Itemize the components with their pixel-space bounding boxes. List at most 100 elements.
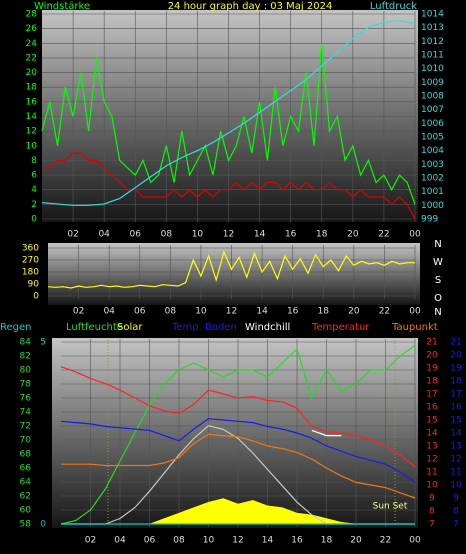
y-tick-label: 68 bbox=[20, 450, 32, 460]
y2-tick-label: 8 bbox=[453, 507, 459, 517]
y2-tick-label: 1008 bbox=[421, 92, 444, 102]
compass-label: W bbox=[433, 257, 443, 268]
y-tick-label: 64 bbox=[20, 478, 32, 488]
y-tick-label: 24 bbox=[26, 39, 38, 49]
x-tick-label: 22 bbox=[378, 230, 389, 240]
x-tick-label: 00 bbox=[409, 230, 421, 240]
x-tick-label: 22 bbox=[380, 536, 391, 546]
x-tick-label: 16 bbox=[287, 307, 299, 317]
y-tick-label: 78 bbox=[20, 380, 32, 390]
y-tick-label: 58 bbox=[20, 520, 32, 530]
y2-tick-label: 13 bbox=[426, 442, 437, 452]
series-line bbox=[47, 250, 415, 289]
x-tick-label: 06 bbox=[144, 536, 156, 546]
y2-tick-label: 17 bbox=[450, 390, 461, 400]
y2-tick-label: 14 bbox=[426, 429, 438, 439]
y-tick-label: 72 bbox=[20, 422, 31, 432]
y2-tick-label: 1004 bbox=[421, 146, 444, 156]
y2-tick-label: 1000 bbox=[421, 201, 444, 211]
x-tick-label: 08 bbox=[173, 536, 185, 546]
y2-tick-label: 8 bbox=[429, 507, 435, 517]
x-tick-label: 16 bbox=[285, 230, 297, 240]
x-tick-label: 20 bbox=[348, 307, 360, 317]
y-tick-label: 0 bbox=[31, 215, 37, 225]
y-tick-label: 90 bbox=[28, 280, 40, 290]
y2-tick-label: 1005 bbox=[421, 133, 444, 143]
y2-tick-label: 1003 bbox=[421, 160, 444, 170]
y-tick-label: 14 bbox=[26, 112, 38, 122]
y2-tick-label: 1012 bbox=[421, 37, 444, 47]
series-line bbox=[41, 20, 416, 206]
y2-tick-label: 1010 bbox=[421, 64, 444, 74]
x-tick-label: 10 bbox=[203, 536, 215, 546]
y-tick-label: 4 bbox=[31, 185, 37, 195]
y2-tick-label: 11 bbox=[426, 468, 437, 478]
x-tick-label: 04 bbox=[114, 536, 126, 546]
y2-tick-label: 14 bbox=[450, 429, 462, 439]
y2-tick-label: 18 bbox=[450, 377, 462, 387]
chart-title: 24 hour graph day : 03 Maj 2024 bbox=[168, 1, 333, 12]
series-line bbox=[311, 429, 342, 437]
x-tick-label: 16 bbox=[291, 536, 303, 546]
y2-tick-label: 13 bbox=[450, 442, 461, 452]
y2-tick-label: 17 bbox=[426, 390, 437, 400]
y-tick-label: 270 bbox=[22, 256, 39, 266]
x-tick-label: 12 bbox=[223, 230, 234, 240]
y2-tick-label: 10 bbox=[426, 481, 438, 491]
y-tick-label: 180 bbox=[22, 268, 39, 278]
y2-tick-label: 1014 bbox=[421, 10, 444, 20]
y-tick-label: 8 bbox=[31, 156, 37, 166]
x-tick-label: 18 bbox=[318, 307, 330, 317]
x-tick-label: 04 bbox=[103, 307, 115, 317]
y-tick-label: 6 bbox=[31, 171, 37, 181]
y-tick-label: 60 bbox=[20, 506, 32, 516]
legend-label: Temp. Boden bbox=[171, 322, 237, 333]
y-tick-label: 28 bbox=[26, 10, 38, 20]
y-tick-label: 2 bbox=[31, 200, 37, 210]
y-tick-label: 66 bbox=[20, 464, 32, 474]
y-tick-label: 74 bbox=[20, 408, 32, 418]
x-tick-label: 08 bbox=[165, 307, 177, 317]
y2-tick-label: 1013 bbox=[421, 23, 444, 33]
y-tick-label: 360 bbox=[22, 244, 39, 254]
y2-tick-label: 16 bbox=[426, 403, 438, 413]
legend-label: Taupunkt bbox=[391, 322, 438, 333]
legend-label: Luftfeuchte bbox=[66, 322, 123, 333]
y2-tick-label: 20 bbox=[426, 351, 438, 361]
y2-tick-label: 12 bbox=[426, 455, 437, 465]
legend-label: Solar bbox=[117, 322, 143, 333]
series-line bbox=[41, 43, 416, 205]
compass-label: S bbox=[435, 275, 441, 286]
y2-tick-label: 1006 bbox=[421, 119, 444, 129]
y3-tick-label: 0 bbox=[40, 520, 46, 530]
y3-tick-label: 5 bbox=[40, 338, 46, 348]
wind-panel bbox=[42, 10, 418, 222]
x-tick-label: 14 bbox=[262, 536, 274, 546]
temperature-panel bbox=[52, 338, 418, 528]
x-tick-label: 18 bbox=[321, 536, 333, 546]
y2-tick-label: 1007 bbox=[421, 105, 444, 115]
y2-tick-label: 15 bbox=[426, 416, 437, 426]
y-tick-label: 26 bbox=[26, 24, 38, 34]
x-tick-label: 14 bbox=[254, 230, 266, 240]
x-tick-label: 10 bbox=[192, 230, 204, 240]
y2-tick-label: 16 bbox=[450, 403, 462, 413]
y-tick-label: 80 bbox=[20, 366, 32, 376]
compass-label: N bbox=[434, 307, 441, 318]
x-tick-label: 02 bbox=[85, 536, 96, 546]
y2-tick-label: 10 bbox=[450, 481, 462, 491]
y2-tick-label: 1002 bbox=[421, 174, 444, 184]
y-tick-label: 18 bbox=[26, 83, 38, 93]
y-tick-label: 70 bbox=[20, 436, 32, 446]
x-tick-label: 10 bbox=[195, 307, 207, 317]
chart-layer: 02 04 06 08 10 12 14 16 18 20 22 000246810121416182… bbox=[0, 1, 462, 546]
y2-tick-label: 20 bbox=[450, 351, 462, 361]
x-tick-label: 06 bbox=[134, 307, 146, 317]
y2-tick-label: 12 bbox=[450, 455, 461, 465]
x-tick-label: 20 bbox=[350, 536, 362, 546]
legend-label: Regen bbox=[0, 322, 32, 333]
y2-tick-label: 15 bbox=[450, 416, 461, 426]
y2-tick-label: 1009 bbox=[421, 78, 444, 88]
y2-tick-label: 19 bbox=[450, 364, 462, 374]
